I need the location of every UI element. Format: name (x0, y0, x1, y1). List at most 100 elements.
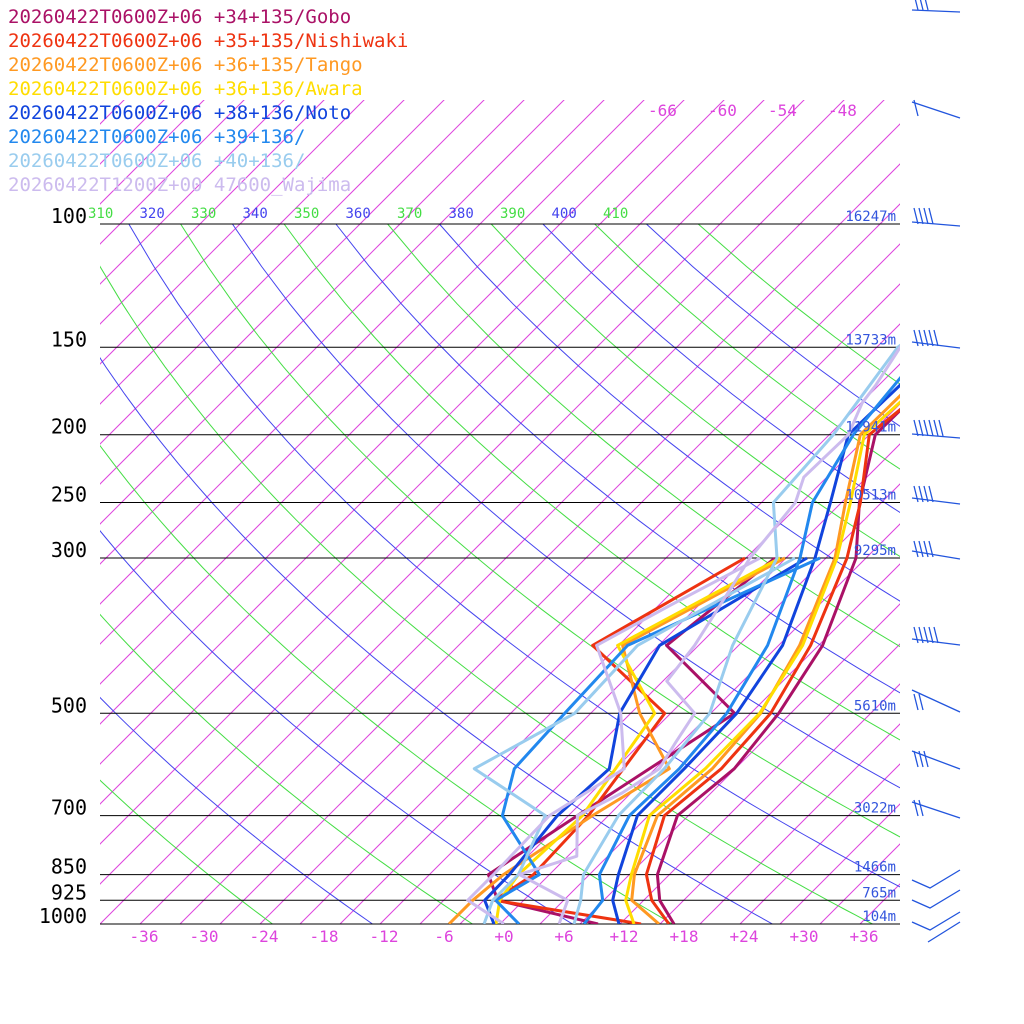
mixing-ratio-line (739, 763, 900, 924)
dewpoint-line-3 (494, 556, 781, 924)
theta-label: 340 (243, 206, 268, 222)
wind-barb-flag (933, 329, 939, 347)
theta-label: 320 (140, 206, 165, 222)
wind-barb-flag (923, 485, 929, 503)
mixing-ratio-line (960, 0, 1024, 1024)
mixing-ratio-line (779, 803, 900, 924)
mixing-ratio-line (659, 683, 900, 924)
mixing-ratio-line (100, 100, 885, 885)
wind-barb-staff (911, 801, 961, 819)
mixing-ratio-line (880, 0, 1024, 1024)
legend-entry: 20260422T0600Z+06 +40+136/ (8, 150, 305, 172)
mixing-ratio-line (379, 403, 900, 924)
mixing-ratio-line (219, 243, 900, 924)
temperature-tick-label: -6 (434, 927, 453, 946)
pressure-label: 150 (51, 327, 87, 351)
legend-entry: 20260422T0600Z+06 +38+136/Noto (8, 102, 351, 124)
wind-barb-staff (911, 101, 961, 119)
temperature-tick-label: +6 (554, 927, 573, 946)
wind-barb-flag (923, 329, 929, 347)
theta-label: 360 (346, 206, 371, 222)
height-label: 16247m (845, 209, 896, 225)
wind-barb-flag (913, 540, 919, 558)
pressure-label: 700 (51, 796, 87, 820)
theta-label: 330 (191, 206, 216, 222)
mixing-ratio-line (459, 483, 900, 924)
wind-barb-flag (928, 485, 934, 503)
mixing-ratio-line (339, 363, 900, 924)
mixing-ratio-line (100, 100, 445, 445)
height-label: 5610m (854, 698, 896, 714)
dewpoint-line-6 (472, 556, 796, 924)
height-label: 11941m (845, 420, 896, 436)
wind-barb-staff (911, 497, 961, 505)
wind-barb-flag (918, 329, 924, 347)
wind-barb-flag (923, 207, 929, 225)
mixing-ratio-line (100, 100, 645, 645)
legend: 20260422T0600Z+06 +34+135/Gobo20260422T0… (8, 6, 408, 196)
wind-barbs (911, 0, 961, 943)
temperature-line-1 (644, 407, 900, 924)
wind-barb-staff (911, 550, 961, 560)
wind-barb-flag (914, 0, 919, 11)
wind-barb-staff (911, 433, 961, 439)
wind-barb-flag (918, 693, 924, 711)
mixing-ratio-line (100, 100, 205, 205)
temperature-tick-label: +18 (670, 927, 699, 946)
wind-barb-low (911, 911, 961, 931)
dry-adiabat-line (697, 223, 900, 385)
temperature-tick-label: -30 (190, 927, 219, 946)
temperature-tick-label: +0 (494, 927, 513, 946)
mixing-ratio-line (499, 523, 900, 924)
mixing-ratio-line (100, 100, 285, 285)
mixing-ratio-line (259, 283, 900, 924)
wind-barb-low (911, 869, 961, 889)
dry-adiabat-line (100, 779, 273, 924)
temperature-line-6 (572, 343, 900, 924)
wind-barb-staff (911, 638, 961, 646)
wind-barb-flag (928, 626, 934, 644)
mixing-ratio-line (100, 100, 365, 365)
wind-barb-flag (913, 419, 919, 437)
temperature-line-3 (624, 400, 900, 924)
mixing-ratio-line (100, 100, 685, 685)
wind-barb-flag (933, 419, 939, 437)
temperature-line-0 (655, 408, 900, 924)
wind-barb-flag (918, 485, 924, 503)
wind-barb-flag (928, 419, 934, 437)
pressure-label: 100 (51, 204, 87, 228)
mixing-ratio-line (920, 0, 1024, 1024)
isobar-lines (100, 223, 900, 925)
temperature-tick-label: -12 (370, 927, 399, 946)
mixing-ratio-label: -48 (828, 101, 857, 120)
mixing-ratio-line (1000, 0, 1024, 1024)
legend-entry: 20260422T0600Z+06 +35+135/Nishiwaki (8, 30, 408, 52)
temperature-tick-label: +12 (610, 927, 639, 946)
theta-label: 350 (294, 206, 319, 222)
theta-label: 370 (397, 206, 422, 222)
legend-entry: 20260422T0600Z+06 +36+135/Tango (8, 54, 363, 76)
temperature-tick-label: -36 (130, 927, 159, 946)
temperature-line-4 (611, 383, 900, 924)
wind-barb-flag (913, 693, 919, 711)
pressure-label: 850 (51, 855, 87, 879)
theta-label: 390 (500, 206, 525, 222)
wind-barb-flag (923, 750, 929, 768)
dewpoint-line-7 (466, 556, 761, 924)
wind-barb-flag (923, 419, 929, 437)
wind-barb-flag (919, 0, 924, 11)
legend-entry: 20260422T0600Z+06 +39+136/ (8, 126, 305, 148)
wind-barb-flag (913, 799, 919, 817)
temperature-tick-label: +36 (850, 927, 879, 946)
legend-entry: 20260422T0600Z+06 +36+136/Awara (8, 78, 363, 100)
mixing-ratio-line (100, 100, 525, 525)
mixing-ratio-label: -54 (768, 101, 797, 120)
legend-entry: 20260422T1200Z+00 47600_Wajima (8, 174, 351, 196)
pressure-label: 300 (51, 538, 87, 562)
temperature-tick-label: +30 (790, 927, 819, 946)
wind-barb-staff (911, 341, 961, 349)
height-label: 3022m (854, 801, 896, 817)
theta-label: 310 (88, 206, 113, 222)
wind-barb-staff (911, 689, 961, 713)
mixing-ratio-line (819, 843, 900, 924)
